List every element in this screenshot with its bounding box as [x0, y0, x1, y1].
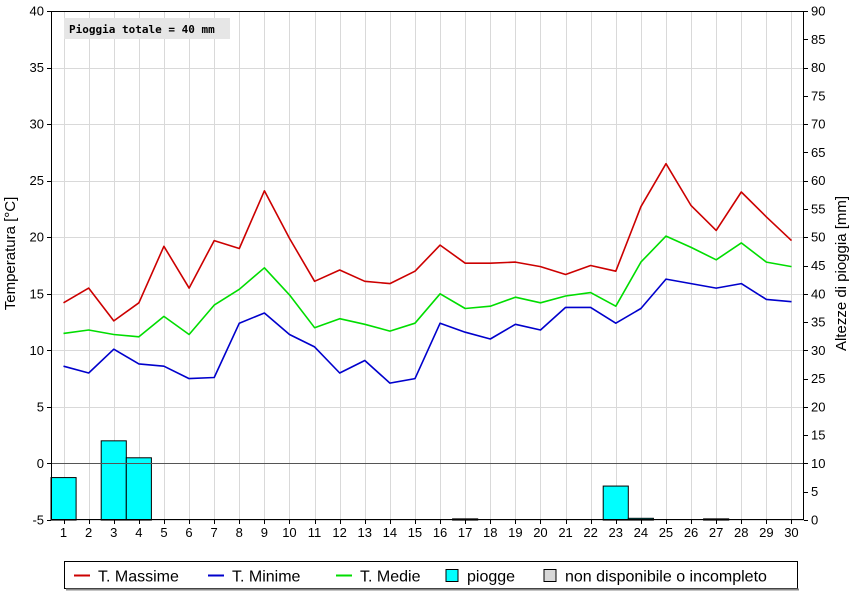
x-tick-label: 17 — [458, 525, 472, 540]
right-tick-label: 55 — [811, 201, 825, 216]
legend: T. Massime T. Minime T. Medie piogge non dis… — [64, 561, 799, 591]
x-tick-label: 13 — [358, 525, 372, 540]
left-tick-label: 35 — [30, 60, 44, 75]
legend-label-piogge: piogge — [467, 569, 515, 586]
x-tick-label: 5 — [160, 525, 167, 540]
right-tick-label: 45 — [811, 258, 825, 273]
right-tick-label: 15 — [811, 428, 825, 443]
right-tick-label: 5 — [811, 484, 818, 499]
x-tick-label: 21 — [558, 525, 572, 540]
left-tick-label: 20 — [30, 230, 44, 245]
legend-label-non-disponibile-o-incompleto: non disponibile o incompleto — [565, 569, 767, 586]
x-axis-ticks: 1 2 3 4 5 6 7 8 9 10 11 12 13 14 15 16 17 18 19 20 21 22 23 24 2… — [60, 520, 799, 540]
left-tick-label: 30 — [30, 117, 44, 132]
left-tick-label: 15 — [30, 286, 44, 301]
right-tick-label: 60 — [811, 173, 825, 188]
right-tick-label: 85 — [811, 32, 825, 47]
x-tick-label: 12 — [332, 525, 346, 540]
right-tick-label: 70 — [811, 117, 825, 132]
right-tick-label: 30 — [811, 343, 825, 358]
x-tick-label: 22 — [583, 525, 597, 540]
series-line-t-medie — [63, 235, 792, 338]
x-tick-label: 30 — [784, 525, 798, 540]
x-tick-label: 8 — [236, 525, 243, 540]
legend-label-t-medie: T. Medie — [360, 569, 421, 586]
left-tick-label: 5 — [37, 399, 44, 414]
left-axis-ticks: -5 0 5 10 15 20 25 30 35 40 — [30, 4, 51, 528]
series-line-t-minime — [63, 278, 792, 384]
x-tick-label: 26 — [684, 525, 698, 540]
x-tick-label: 14 — [383, 525, 397, 540]
x-tick-label: 24 — [634, 525, 648, 540]
legend-label-t-massime: T. Massime — [98, 569, 179, 586]
right-tick-label: 20 — [811, 399, 825, 414]
x-tick-label: 18 — [483, 525, 497, 540]
right-tick-label: 0 — [811, 513, 818, 528]
right-tick-label: 40 — [811, 286, 825, 301]
legend-label-t-minime: T. Minime — [232, 569, 301, 586]
left-tick-label: 25 — [30, 173, 44, 188]
x-tick-label: 6 — [185, 525, 192, 540]
left-tick-label: -5 — [32, 513, 44, 528]
x-tick-label: 1 — [60, 525, 67, 540]
rain-bar-day-1 — [50, 477, 77, 521]
x-tick-label: 27 — [709, 525, 723, 540]
legend-frame — [64, 561, 798, 589]
x-tick-label: 2 — [85, 525, 92, 540]
rain-bar-day-4 — [125, 457, 152, 521]
right-tick-label: 75 — [811, 88, 825, 103]
x-tick-label: 4 — [135, 525, 142, 540]
x-tick-label: 10 — [282, 525, 296, 540]
left-tick-label: 40 — [30, 4, 44, 19]
x-tick-label: 3 — [110, 525, 117, 540]
x-tick-label: 28 — [734, 525, 748, 540]
x-tick-label: 25 — [659, 525, 673, 540]
x-tick-label: 29 — [759, 525, 773, 540]
right-tick-label: 25 — [811, 371, 825, 386]
x-tick-label: 23 — [609, 525, 623, 540]
x-tick-label: 15 — [408, 525, 422, 540]
rain-bars — [50, 440, 730, 521]
right-tick-label: 65 — [811, 145, 825, 160]
rain-bar-day-23 — [602, 485, 629, 521]
rain-bar-day-3 — [100, 440, 127, 521]
x-tick-label: 9 — [261, 525, 268, 540]
annotation-text: Pioggia totale = 40 mm — [69, 23, 215, 36]
plot-frame — [51, 11, 804, 520]
left-axis-title: Temperatura [°C] — [2, 197, 19, 311]
series-lines — [63, 162, 793, 384]
right-tick-label: 50 — [811, 230, 825, 245]
series-line-t-massime — [63, 162, 793, 322]
legend-swatch-non-disponibile-o-incompleto — [543, 569, 557, 582]
right-tick-label: 35 — [811, 315, 825, 330]
x-tick-label: 20 — [533, 525, 547, 540]
legend-swatch-piogge — [445, 569, 459, 582]
right-tick-label: 90 — [811, 4, 825, 19]
plot-area — [51, 11, 804, 520]
right-tick-label: 10 — [811, 456, 825, 471]
x-tick-label: 11 — [308, 525, 322, 540]
x-tick-label: 16 — [433, 525, 447, 540]
left-tick-label: 10 — [30, 343, 44, 358]
right-tick-label: 80 — [811, 60, 825, 75]
left-tick-label: 0 — [37, 456, 44, 471]
right-axis-ticks: 0 5 10 15 20 25 30 35 40 45 50 55 60 65 70 75 80 85 90 — [804, 4, 825, 528]
x-tick-label: 7 — [211, 525, 218, 540]
annotation-box — [64, 18, 230, 39]
right-axis-title: Altezze di pioggia [mm] — [833, 196, 850, 351]
x-tick-label: 19 — [508, 525, 522, 540]
